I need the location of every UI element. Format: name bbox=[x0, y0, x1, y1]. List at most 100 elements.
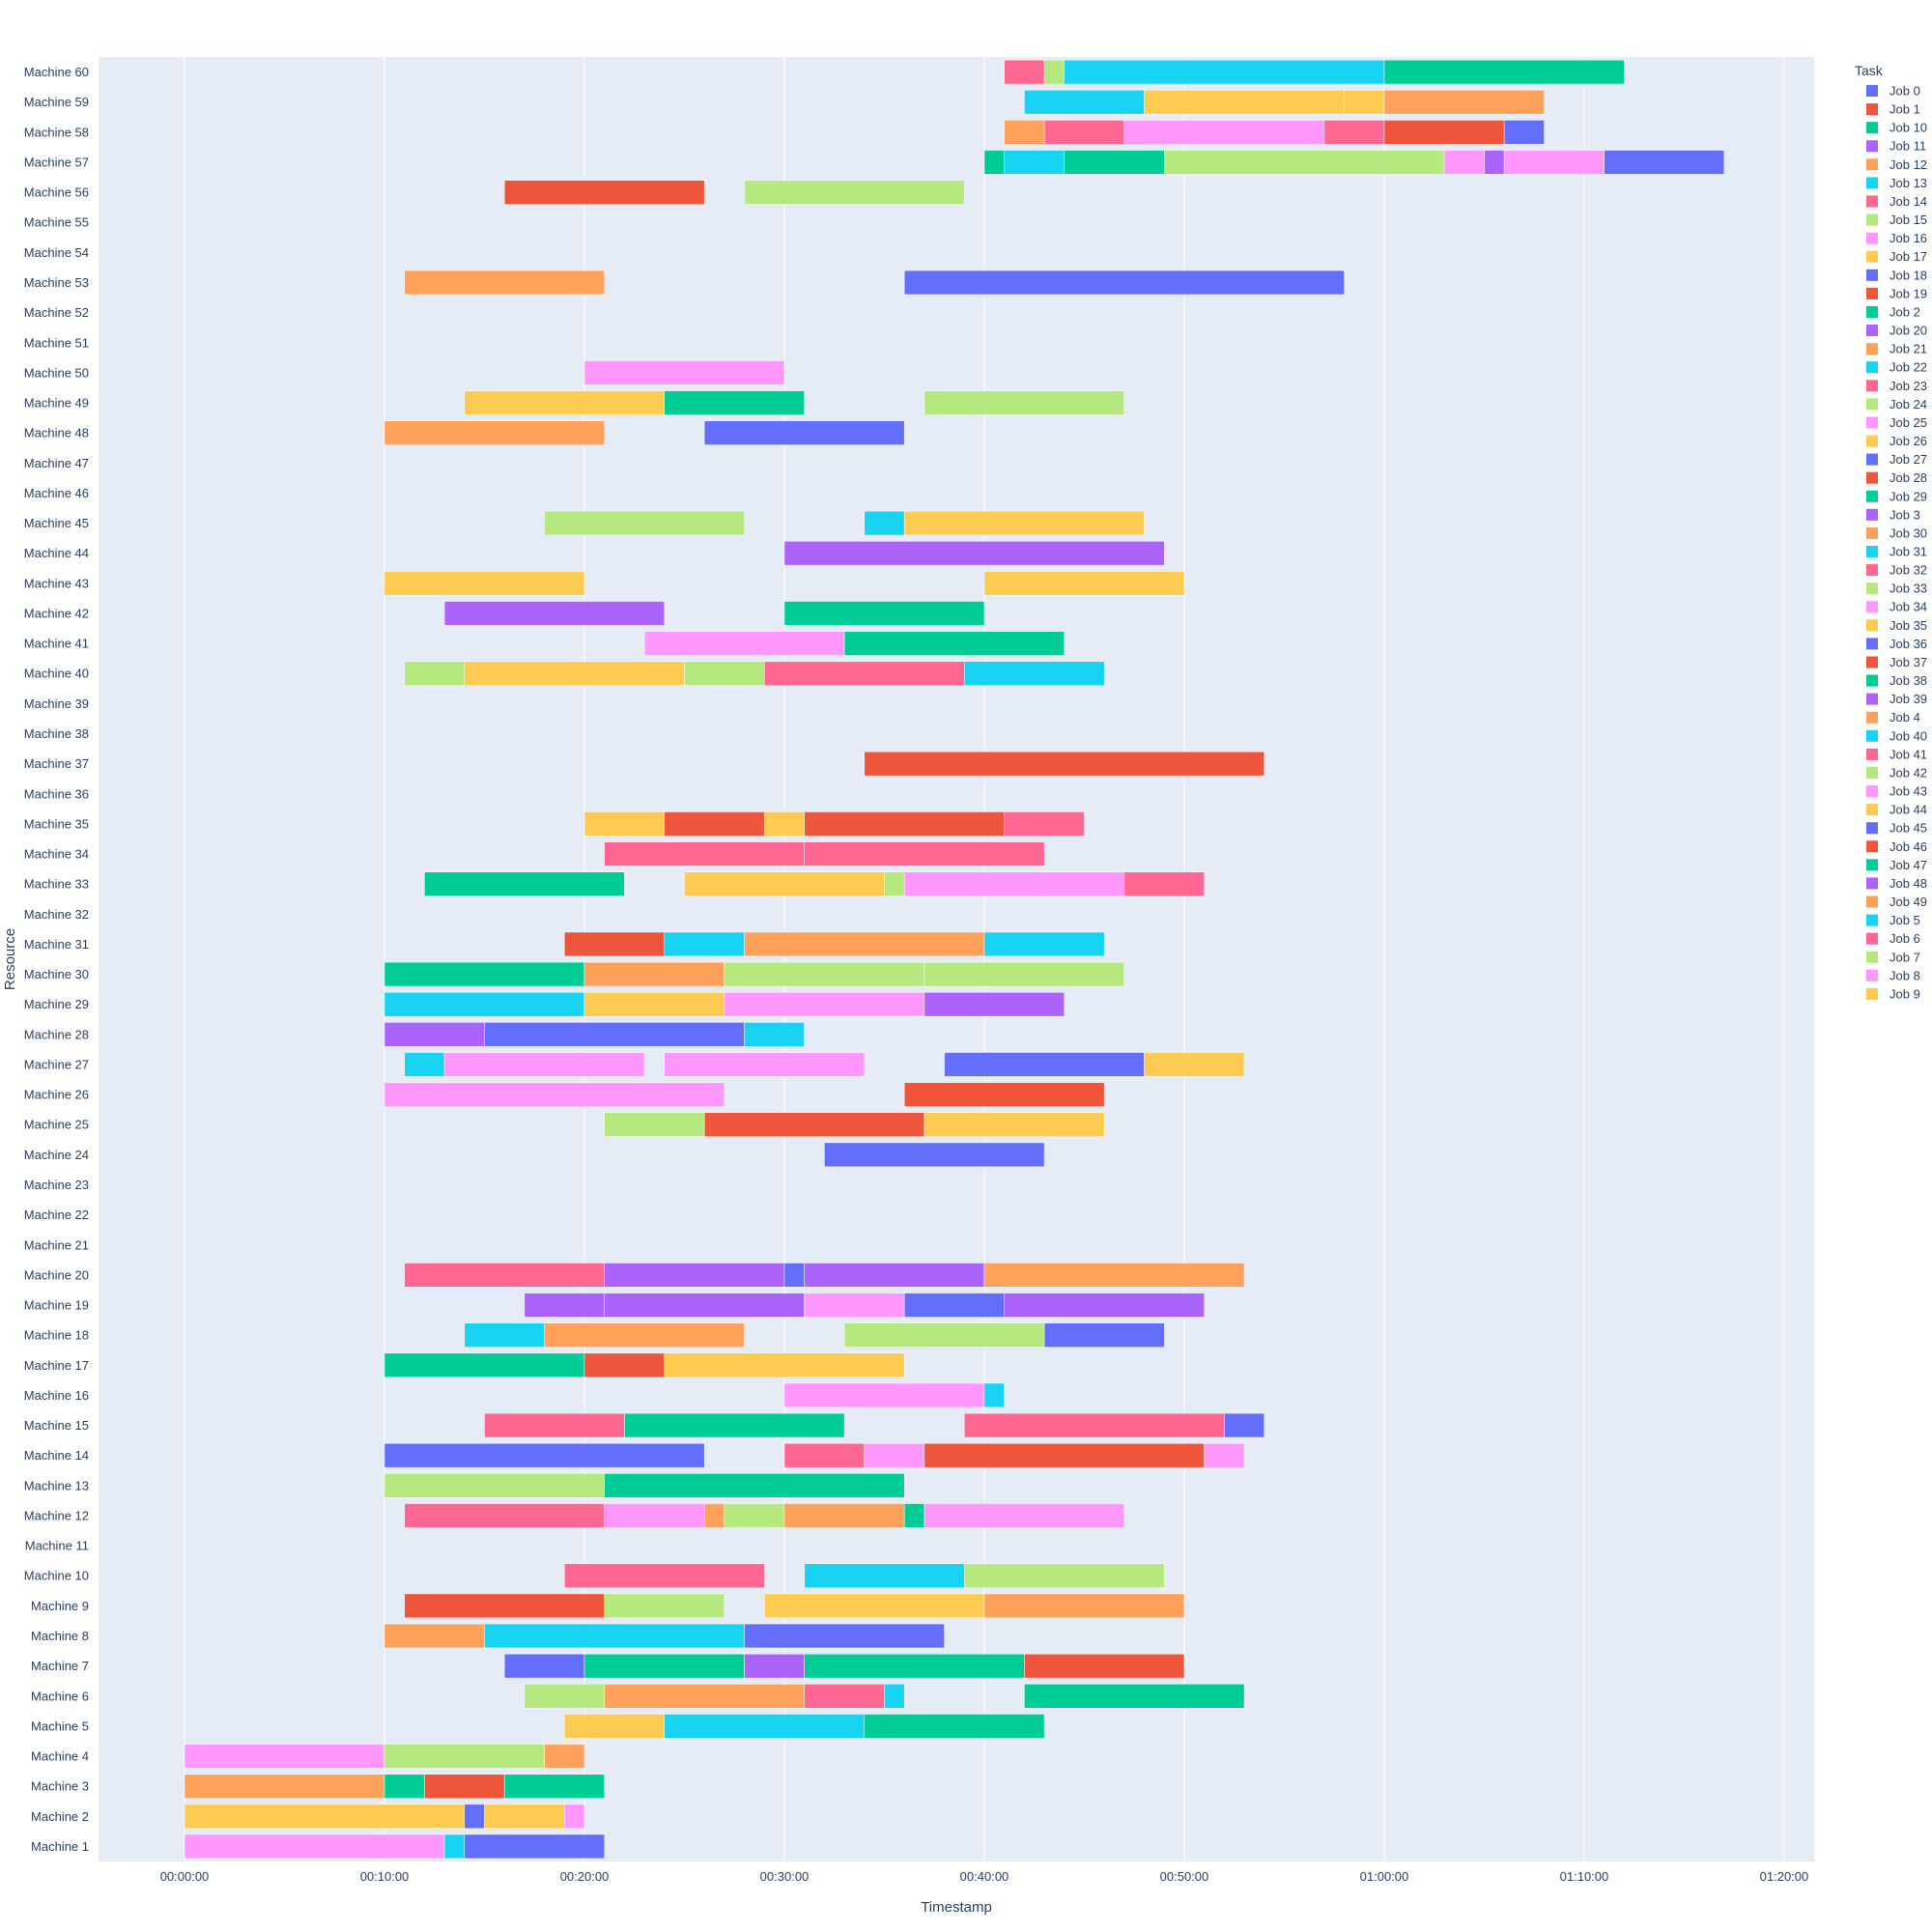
task-bar bbox=[604, 1112, 705, 1137]
task-bar bbox=[1443, 150, 1485, 175]
legend-label: Job 27 bbox=[1889, 452, 1927, 467]
legend-label: Job 20 bbox=[1889, 324, 1927, 338]
x-tick-label: 00:40:00 bbox=[960, 1869, 1009, 1884]
task-bar bbox=[1383, 89, 1545, 115]
task-bar bbox=[1383, 120, 1505, 145]
task-bar bbox=[583, 961, 725, 987]
y-tick-label: Machine 34 bbox=[24, 847, 89, 862]
task-bar bbox=[1004, 150, 1065, 175]
legend-label: Job 42 bbox=[1889, 765, 1927, 780]
y-tick-label: Machine 22 bbox=[24, 1208, 89, 1222]
task-bar bbox=[604, 1473, 905, 1498]
y-tick-label: Machine 59 bbox=[24, 95, 89, 109]
legend-swatch bbox=[1866, 103, 1878, 116]
y-tick-label: Machine 8 bbox=[31, 1629, 89, 1643]
task-bar bbox=[804, 1263, 985, 1288]
legend-label: Job 15 bbox=[1889, 213, 1927, 227]
y-tick-label: Machine 58 bbox=[24, 125, 89, 139]
legend-swatch bbox=[1866, 987, 1878, 1000]
legend-label: Job 2 bbox=[1889, 304, 1920, 319]
legend-swatch bbox=[1866, 232, 1878, 244]
legend-swatch bbox=[1866, 287, 1878, 299]
plot-area bbox=[99, 57, 1814, 1861]
legend-swatch bbox=[1866, 822, 1878, 835]
y-tick-label: Machine 5 bbox=[31, 1719, 89, 1733]
task-bar bbox=[964, 1412, 1225, 1438]
y-tick-label: Machine 44 bbox=[24, 546, 89, 560]
task-bar bbox=[983, 1263, 1245, 1288]
task-bar bbox=[1164, 150, 1445, 175]
y-tick-label: Machine 56 bbox=[24, 185, 89, 200]
task-bar bbox=[604, 1263, 785, 1288]
task-bar bbox=[884, 1684, 905, 1709]
task-bar bbox=[604, 1293, 805, 1318]
legend-swatch bbox=[1866, 380, 1878, 392]
task-bar bbox=[903, 871, 1125, 896]
task-bar bbox=[843, 1322, 1045, 1348]
task-bar bbox=[1043, 120, 1125, 145]
task-bar bbox=[983, 931, 1105, 957]
task-bar bbox=[464, 1322, 545, 1348]
x-tick-label: 00:50:00 bbox=[1160, 1869, 1209, 1884]
task-bar bbox=[1344, 89, 1385, 115]
y-axis-title: Resource bbox=[2, 928, 18, 990]
task-bar bbox=[1224, 1412, 1265, 1438]
legend-label: Job 3 bbox=[1889, 507, 1920, 522]
legend-label: Job 18 bbox=[1889, 268, 1927, 282]
legend-label: Job 29 bbox=[1889, 489, 1927, 503]
task-bar bbox=[923, 1112, 1105, 1137]
legend-label: Job 17 bbox=[1889, 249, 1927, 264]
task-bar bbox=[964, 661, 1105, 686]
task-bar bbox=[923, 390, 1125, 415]
legend-label: Job 38 bbox=[1889, 673, 1927, 688]
task-bar bbox=[804, 1653, 1025, 1679]
legend-label: Job 37 bbox=[1889, 655, 1927, 669]
task-bar bbox=[404, 1503, 605, 1528]
task-bar bbox=[464, 661, 685, 686]
task-bar bbox=[484, 1022, 745, 1047]
y-tick-label: Machine 16 bbox=[24, 1388, 89, 1403]
task-bar bbox=[1503, 120, 1545, 145]
y-tick-label: Machine 33 bbox=[24, 877, 89, 892]
task-bar bbox=[783, 1503, 905, 1528]
legend-label: Job 36 bbox=[1889, 637, 1927, 651]
legend-swatch bbox=[1866, 471, 1878, 484]
task-bars bbox=[184, 59, 1725, 1860]
x-tick-label: 01:10:00 bbox=[1560, 1869, 1609, 1884]
y-tick-label: Machine 1 bbox=[31, 1839, 89, 1854]
legend-swatch bbox=[1866, 325, 1878, 337]
legend-label: Job 23 bbox=[1889, 379, 1927, 393]
task-bar bbox=[664, 931, 745, 957]
y-tick-label: Machine 6 bbox=[31, 1689, 89, 1703]
task-bar bbox=[384, 1774, 425, 1799]
task-bar bbox=[764, 1593, 985, 1619]
legend-swatch bbox=[1866, 305, 1878, 318]
legend-swatch bbox=[1866, 582, 1878, 595]
task-bar bbox=[724, 1503, 785, 1528]
legend-label: Job 21 bbox=[1889, 342, 1927, 356]
legend-label: Job 39 bbox=[1889, 692, 1927, 706]
task-bar bbox=[824, 1142, 1045, 1168]
task-bar bbox=[1004, 1293, 1205, 1318]
task-bar bbox=[783, 540, 1165, 566]
task-bar bbox=[544, 1322, 745, 1348]
task-bar bbox=[424, 871, 625, 896]
task-bar bbox=[804, 1293, 905, 1318]
task-bar bbox=[503, 180, 705, 205]
legend-swatch bbox=[1866, 804, 1878, 816]
legend-swatch bbox=[1866, 785, 1878, 798]
task-bar bbox=[983, 1593, 1185, 1619]
task-bar bbox=[524, 1684, 605, 1709]
task-bar bbox=[503, 1774, 605, 1799]
y-tick-label: Machine 40 bbox=[24, 667, 89, 681]
task-bar bbox=[484, 1623, 745, 1649]
task-bar bbox=[404, 1263, 605, 1288]
task-bar bbox=[643, 631, 845, 656]
legend-swatch bbox=[1866, 914, 1878, 926]
task-bar bbox=[1144, 89, 1345, 115]
legend-label: Job 13 bbox=[1889, 176, 1927, 190]
legend-swatch bbox=[1866, 122, 1878, 134]
task-bar bbox=[703, 1112, 925, 1137]
